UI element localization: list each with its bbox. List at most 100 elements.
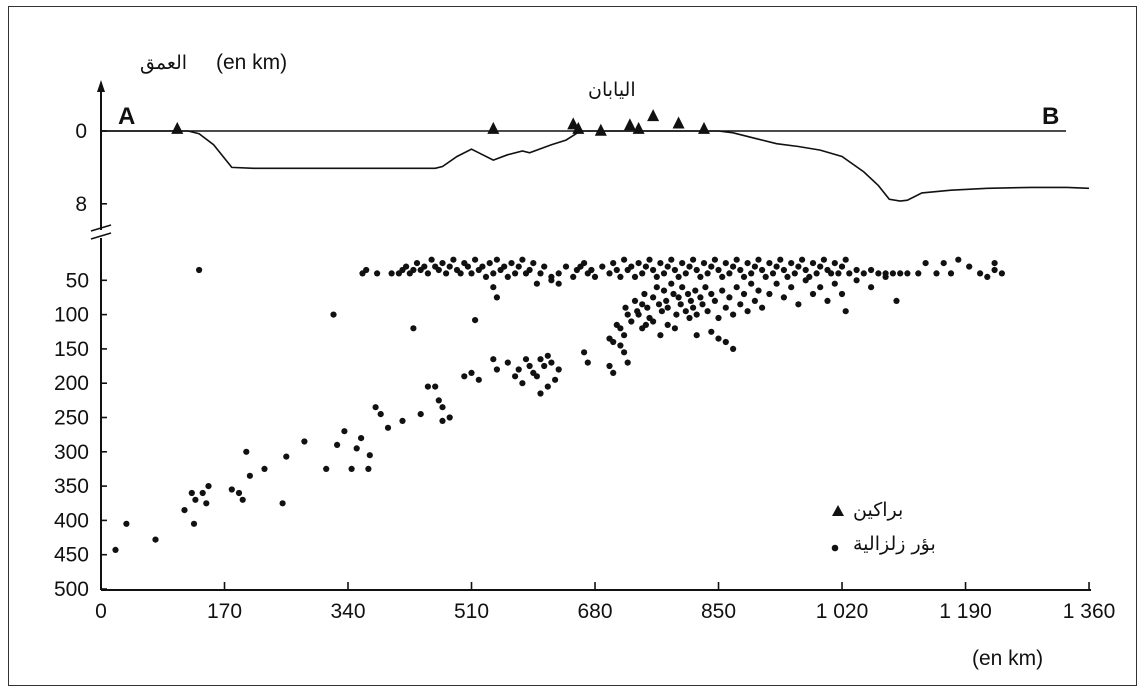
volcano-marker [632, 121, 645, 134]
earthquake-point [860, 270, 867, 277]
legend-quake-symbol [831, 544, 839, 552]
earthquake-point [301, 438, 308, 445]
earthquake-point [991, 260, 998, 267]
earthquake-point [657, 332, 664, 339]
earthquake-point [642, 321, 650, 328]
earthquake-point [235, 489, 243, 497]
earthquake-point [599, 263, 606, 270]
earthquake-point [377, 411, 384, 418]
earthquake-point [552, 376, 559, 383]
earthquake-point [690, 304, 697, 311]
earthquake-point [658, 308, 666, 315]
earthquake-point [372, 404, 379, 411]
y-tick-label: 150 [54, 338, 89, 361]
earthquake-point [777, 256, 784, 263]
y-tick-label: 100 [54, 304, 89, 327]
earthquake-point [537, 390, 544, 397]
earthquake-point [468, 270, 475, 277]
earthquake-point [668, 280, 675, 287]
earthquake-point [853, 277, 860, 284]
earthquake-point [748, 280, 755, 287]
earthquake-point [828, 270, 835, 277]
earthquake-point [533, 373, 541, 380]
earthquake-point [526, 362, 533, 370]
earthquake-point [690, 256, 697, 263]
earthquake-point [762, 273, 769, 280]
x-tick-label: 510 [454, 600, 489, 623]
earthquake-point [802, 266, 809, 274]
earthquake-point [581, 260, 588, 267]
earthquake-point [490, 356, 497, 363]
earthquake-point [726, 270, 733, 277]
earthquake-point [715, 335, 722, 342]
earthquake-point [239, 496, 246, 503]
earthquake-point [541, 362, 548, 370]
earthquake-point [715, 314, 722, 322]
earthquake-point [646, 256, 653, 263]
earthquake-point [228, 486, 235, 493]
earthquake-point [788, 284, 795, 291]
y-tick-label: 300 [54, 441, 89, 464]
earthquake-point [341, 428, 348, 435]
x-tick-label: 170 [207, 600, 242, 623]
earthquake-point [246, 472, 253, 479]
earthquake-point [897, 270, 904, 277]
earthquake-point [533, 280, 541, 287]
x-tick-label: 0 [95, 600, 107, 623]
earthquake-point [439, 417, 446, 424]
region-label: اليابان [588, 79, 636, 101]
earthquake-point [730, 311, 737, 318]
earthquake-point [708, 290, 715, 298]
earthquake-point [693, 332, 700, 339]
earthquake-point [671, 266, 679, 274]
earthquake-point [548, 277, 555, 284]
earthquake-point [711, 256, 719, 263]
earthquake-point [733, 284, 740, 291]
y-axis-arrow [97, 80, 105, 92]
earthquake-point [998, 270, 1006, 277]
earthquake-point [773, 263, 780, 270]
earthquake-point [842, 256, 849, 263]
earthquake-point [780, 266, 788, 274]
earthquake-point [588, 266, 595, 274]
earthquake-point [123, 520, 130, 527]
earthquake-point [664, 321, 671, 328]
earthquake-point [748, 270, 755, 277]
earthquake-point [755, 287, 762, 294]
earthquake-point [708, 263, 715, 270]
earthquake-point [675, 294, 682, 301]
earthquake-point [940, 260, 947, 267]
earthquake-point [617, 325, 624, 332]
y-tick-label: 200 [54, 372, 89, 395]
y-tick-label: 400 [54, 509, 89, 532]
y-tick-label: 350 [54, 475, 89, 498]
volcano-marker [572, 121, 585, 134]
earthquake-point [726, 294, 733, 301]
earthquake-point [740, 290, 748, 298]
earthquake-point [730, 263, 737, 270]
earthquake-point [622, 304, 629, 311]
earthquake-point [639, 270, 646, 277]
legend-quake-label: بؤر زلزالية [853, 533, 936, 555]
x-tick-label: 850 [701, 600, 736, 623]
earthquake-point [755, 256, 762, 263]
earthquake-point [591, 273, 599, 280]
earthquake-point [374, 270, 381, 277]
earthquake-point [196, 266, 203, 274]
earthquake-point [283, 453, 290, 460]
earthquake-point [984, 273, 991, 280]
earthquake-point [697, 273, 704, 280]
y-tick-label: 50 [66, 269, 89, 292]
earthquake-point [677, 301, 684, 308]
earthquake-point [660, 270, 668, 277]
y-tick-label: 500 [54, 578, 89, 601]
earthquake-point [668, 256, 675, 263]
earthquake-point [671, 325, 679, 332]
earthquake-point [446, 263, 453, 270]
x-tick-label: 1 020 [816, 600, 869, 623]
volcano-marker [647, 109, 660, 122]
earthquake-point [838, 263, 846, 270]
earthquake-point [365, 465, 372, 472]
earthquake-point [606, 362, 613, 370]
earthquake-point [537, 356, 544, 363]
